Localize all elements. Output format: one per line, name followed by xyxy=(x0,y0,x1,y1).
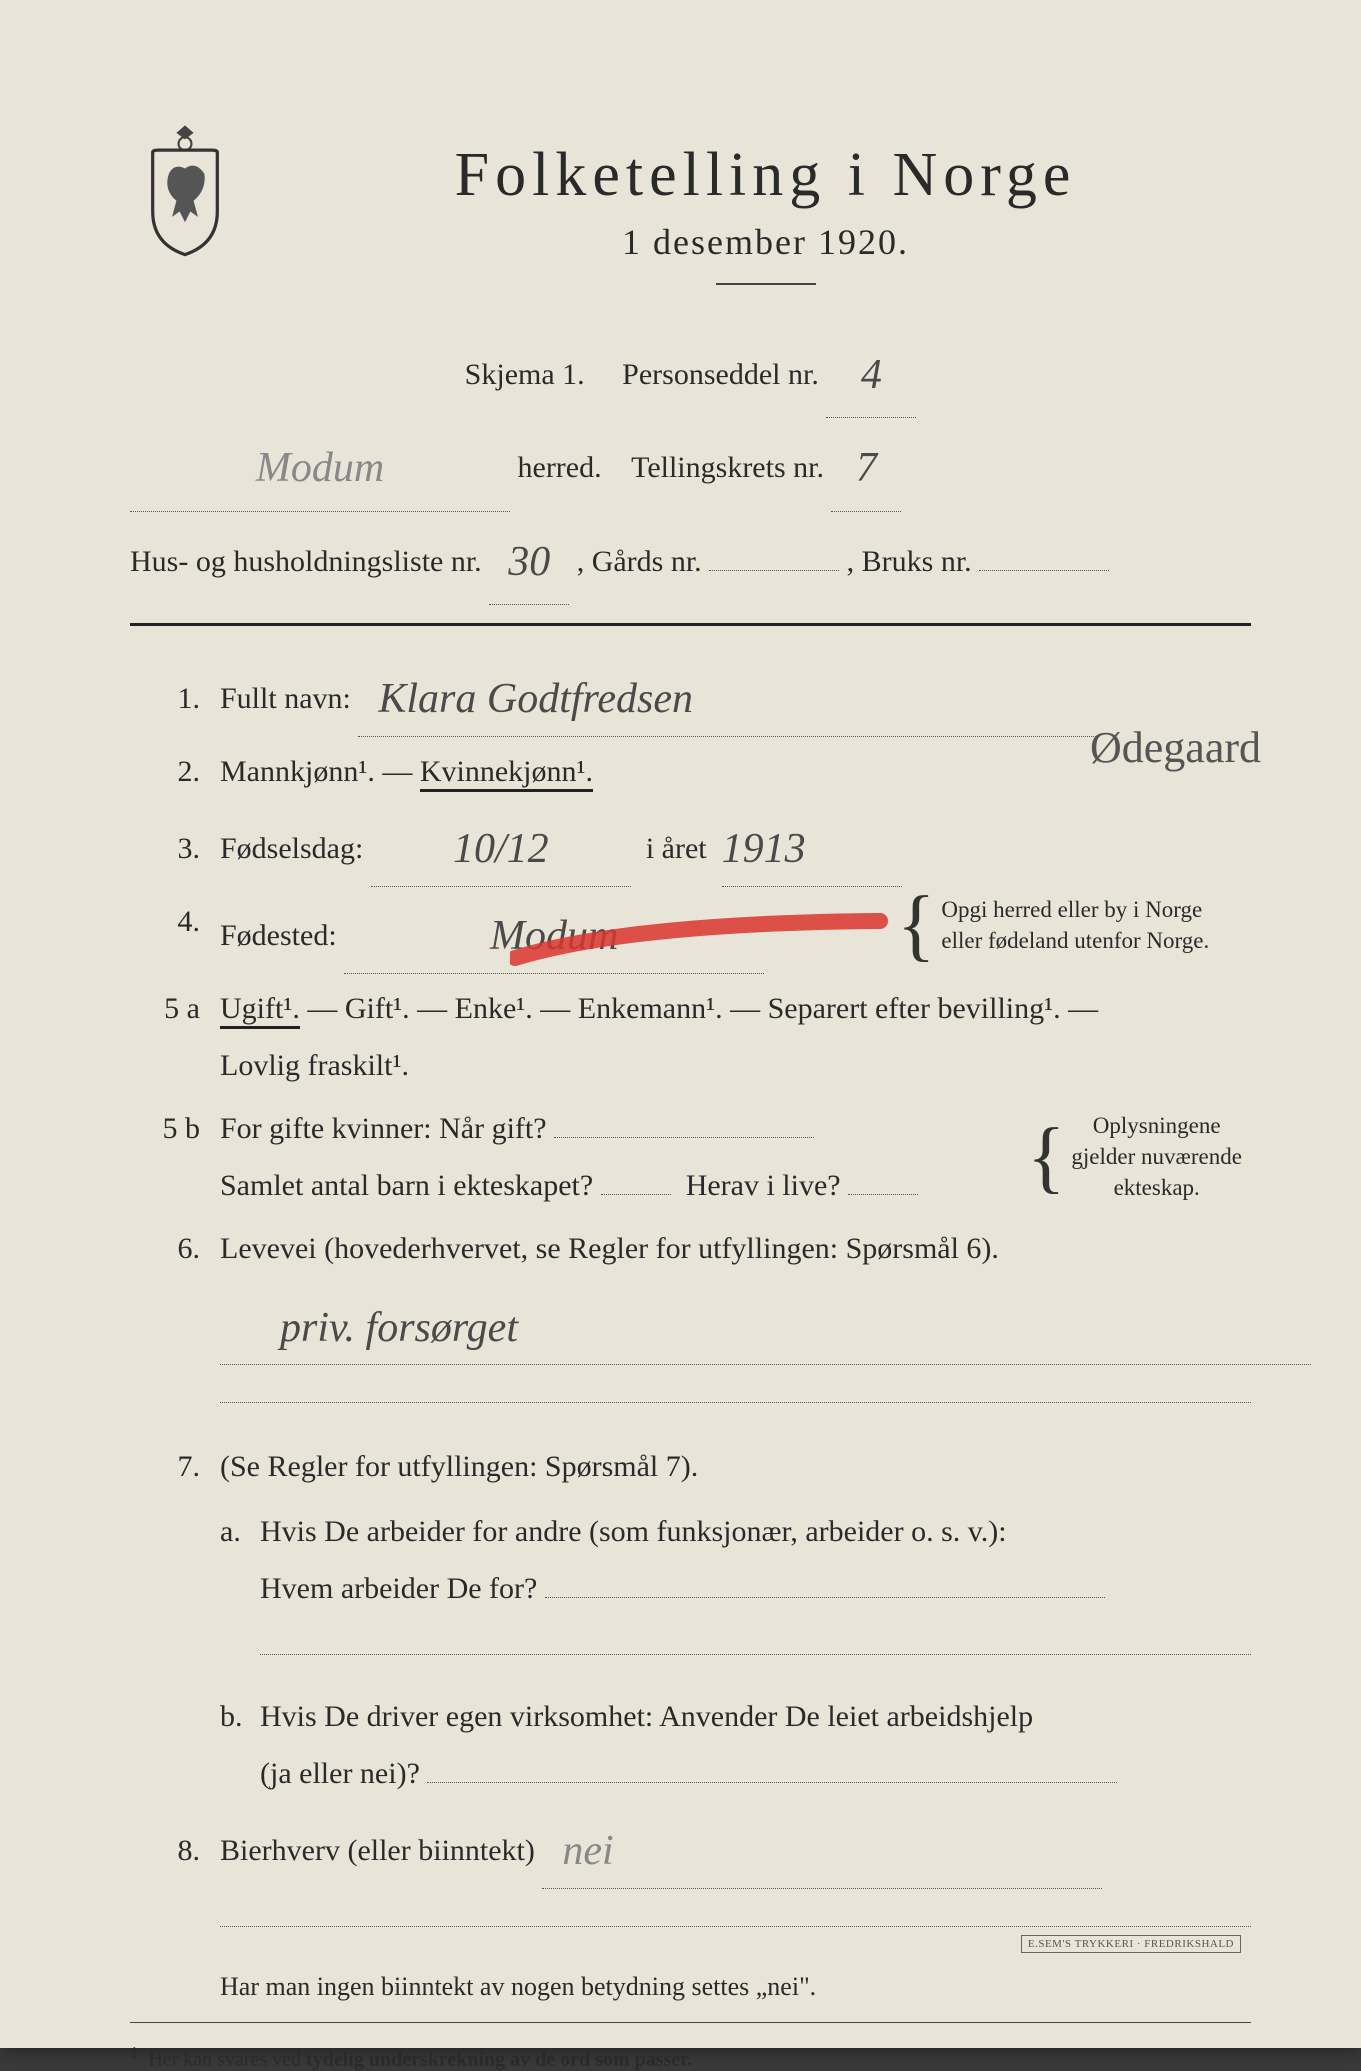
q3: 3. Fødselsdag: 10/12 i året 1913 xyxy=(130,806,1251,887)
q2: 2. Mannkjønn¹. — Kvinnekjønn¹. xyxy=(130,743,1251,800)
footnote-text: Her kan svares ved tydelig underskreknin… xyxy=(148,2048,692,2070)
q3-year-label: i året xyxy=(646,832,707,865)
q4-num: 4. xyxy=(130,893,220,950)
personseddel-label: Personseddel nr. xyxy=(622,358,819,391)
q7a-label: a. xyxy=(220,1503,260,1674)
q2-dash: — xyxy=(382,755,420,788)
q7a: a. Hvis De arbeider for andre (som funks… xyxy=(220,1503,1251,1674)
subtitle-date: 1 desember 1920. xyxy=(280,221,1251,263)
q7a-text2: Hvem arbeider De for? xyxy=(260,1572,537,1605)
q4-value: Modum xyxy=(490,913,618,959)
header-rule xyxy=(130,623,1251,626)
q5b: 5 b For gifte kvinner: Når gift? Samlet … xyxy=(130,1100,1251,1214)
q2-num: 2. xyxy=(130,743,220,800)
q3-label: Fødselsdag: xyxy=(220,832,363,865)
footnote-marker: 1 xyxy=(130,2043,138,2062)
header: Folketelling i Norge 1 desember 1920. xyxy=(130,140,1251,315)
q7b-label: b. xyxy=(220,1688,260,1802)
q4-note: { Opgi herred eller by i Norge eller fød… xyxy=(891,893,1251,957)
q8-value: nei xyxy=(562,1828,613,1874)
bruks-value xyxy=(979,570,1109,571)
tellingskrets-label: Tellingskrets nr. xyxy=(631,451,824,484)
q4-note1: Opgi herred eller by i Norge xyxy=(941,894,1209,925)
herred-line: Modum herred. Tellingskrets nr. 7 xyxy=(130,418,1251,511)
q8-label: Bierhverv (eller biinntekt) xyxy=(220,1834,535,1867)
q7b-text2: (ja eller nei)? xyxy=(260,1757,420,1790)
q5a: 5 a Ugift¹. — Gift¹. — Enke¹. — Enkemann… xyxy=(130,980,1251,1094)
q1-label: Fullt navn: xyxy=(220,682,351,715)
q8-note: Har man ingen biinntekt av nogen betydni… xyxy=(220,1962,1251,2011)
gards-value xyxy=(709,570,839,571)
tellingskrets-value: 7 xyxy=(856,445,877,491)
q2-kvinne: Kvinnekjønn¹. xyxy=(420,755,593,792)
footnote: 1 Her kan svares ved tydelig underskrekn… xyxy=(130,2043,1251,2071)
husliste-label: Hus- og husholdningsliste nr. xyxy=(130,545,482,578)
q5a-num: 5 a xyxy=(130,980,220,1037)
q5a-lovlig: Lovlig fraskilt¹. xyxy=(220,1049,409,1082)
bruks-label: , Bruks nr. xyxy=(847,545,972,578)
q3-day: 10/12 xyxy=(453,826,549,872)
q6-label: Levevei (hovederhvervet, se Regler for u… xyxy=(220,1232,999,1265)
q4-note2: eller fødeland utenfor Norge. xyxy=(941,925,1209,956)
q1-num: 1. xyxy=(130,670,220,727)
herred-label: herred. xyxy=(518,451,602,484)
gards-label: , Gårds nr. xyxy=(577,545,702,578)
q4: 4. Fødested: Modum { Opgi herred eller b… xyxy=(130,893,1251,974)
q5a-enkemann: Enkemann¹. xyxy=(578,992,723,1025)
printer-mark: E.SEM'S TRYKKERI · FREDRIKSHALD xyxy=(1021,1935,1241,1953)
q5b-line2b: Herav i live? xyxy=(686,1169,841,1202)
title-rule xyxy=(716,283,816,285)
skjema-label: Skjema 1. xyxy=(465,358,585,391)
q5b-note2: gjelder nuværende xyxy=(1071,1141,1242,1172)
q5a-separert: Separert efter bevilling¹. xyxy=(768,992,1061,1025)
q5b-num: 5 b xyxy=(130,1100,220,1157)
q7b: b. Hvis De driver egen virksomhet: Anven… xyxy=(220,1688,1251,1802)
q1: 1. Fullt navn: Klara Godtfredsen Ødegaar… xyxy=(130,656,1251,737)
coat-of-arms-icon xyxy=(130,120,240,260)
q5b-line1: For gifte kvinner: Når gift? xyxy=(220,1112,547,1145)
q7: 7. (Se Regler for utfyllingen: Spørsmål … xyxy=(130,1438,1251,1802)
skjema-line: Skjema 1. Personseddel nr. 4 xyxy=(130,325,1251,418)
footnote-rule xyxy=(130,2022,1251,2023)
q5a-ugift: Ugift¹. xyxy=(220,992,300,1029)
q5a-gift: Gift¹. xyxy=(345,992,410,1025)
q6-num: 6. xyxy=(130,1220,220,1277)
q2-mann: Mannkjønn¹. xyxy=(220,755,375,788)
husliste-value: 30 xyxy=(508,539,550,585)
q7-label: (Se Regler for utfyllingen: Spørsmål 7). xyxy=(220,1450,698,1483)
q3-year: 1913 xyxy=(722,826,806,872)
q8-num: 8. xyxy=(130,1822,220,1879)
q8: 8. Bierhverv (eller biinntekt) nei Har m… xyxy=(130,1808,1251,2011)
q1-value: Klara Godtfredsen xyxy=(378,676,693,722)
q6-value: priv. forsørget xyxy=(280,1305,518,1351)
husliste-line: Hus- og husholdningsliste nr. 30 , Gårds… xyxy=(130,512,1251,605)
q5b-line2a: Samlet antal barn i ekteskapet? xyxy=(220,1169,593,1202)
q5b-note1: Oplysningene xyxy=(1071,1110,1242,1141)
q5b-note: { Oplysningene gjelder nuværende ekteska… xyxy=(1021,1100,1251,1214)
q4-label: Fødested: xyxy=(220,919,337,952)
main-title: Folketelling i Norge xyxy=(280,140,1251,211)
q5a-enke: Enke¹. xyxy=(455,992,533,1025)
q3-num: 3. xyxy=(130,820,220,877)
q6: 6. Levevei (hovederhvervet, se Regler fo… xyxy=(130,1220,1251,1423)
q7a-text1: Hvis De arbeider for andre (som funksjon… xyxy=(260,1503,1251,1560)
census-form-page: Folketelling i Norge 1 desember 1920. Sk… xyxy=(0,0,1361,2048)
personseddel-value: 4 xyxy=(861,352,882,398)
q7b-text1: Hvis De driver egen virksomhet: Anvender… xyxy=(260,1688,1251,1745)
q5b-note3: ekteskap. xyxy=(1071,1172,1242,1203)
title-block: Folketelling i Norge 1 desember 1920. xyxy=(280,140,1251,315)
herred-value: Modum xyxy=(256,445,384,491)
q7-num: 7. xyxy=(130,1438,220,1495)
